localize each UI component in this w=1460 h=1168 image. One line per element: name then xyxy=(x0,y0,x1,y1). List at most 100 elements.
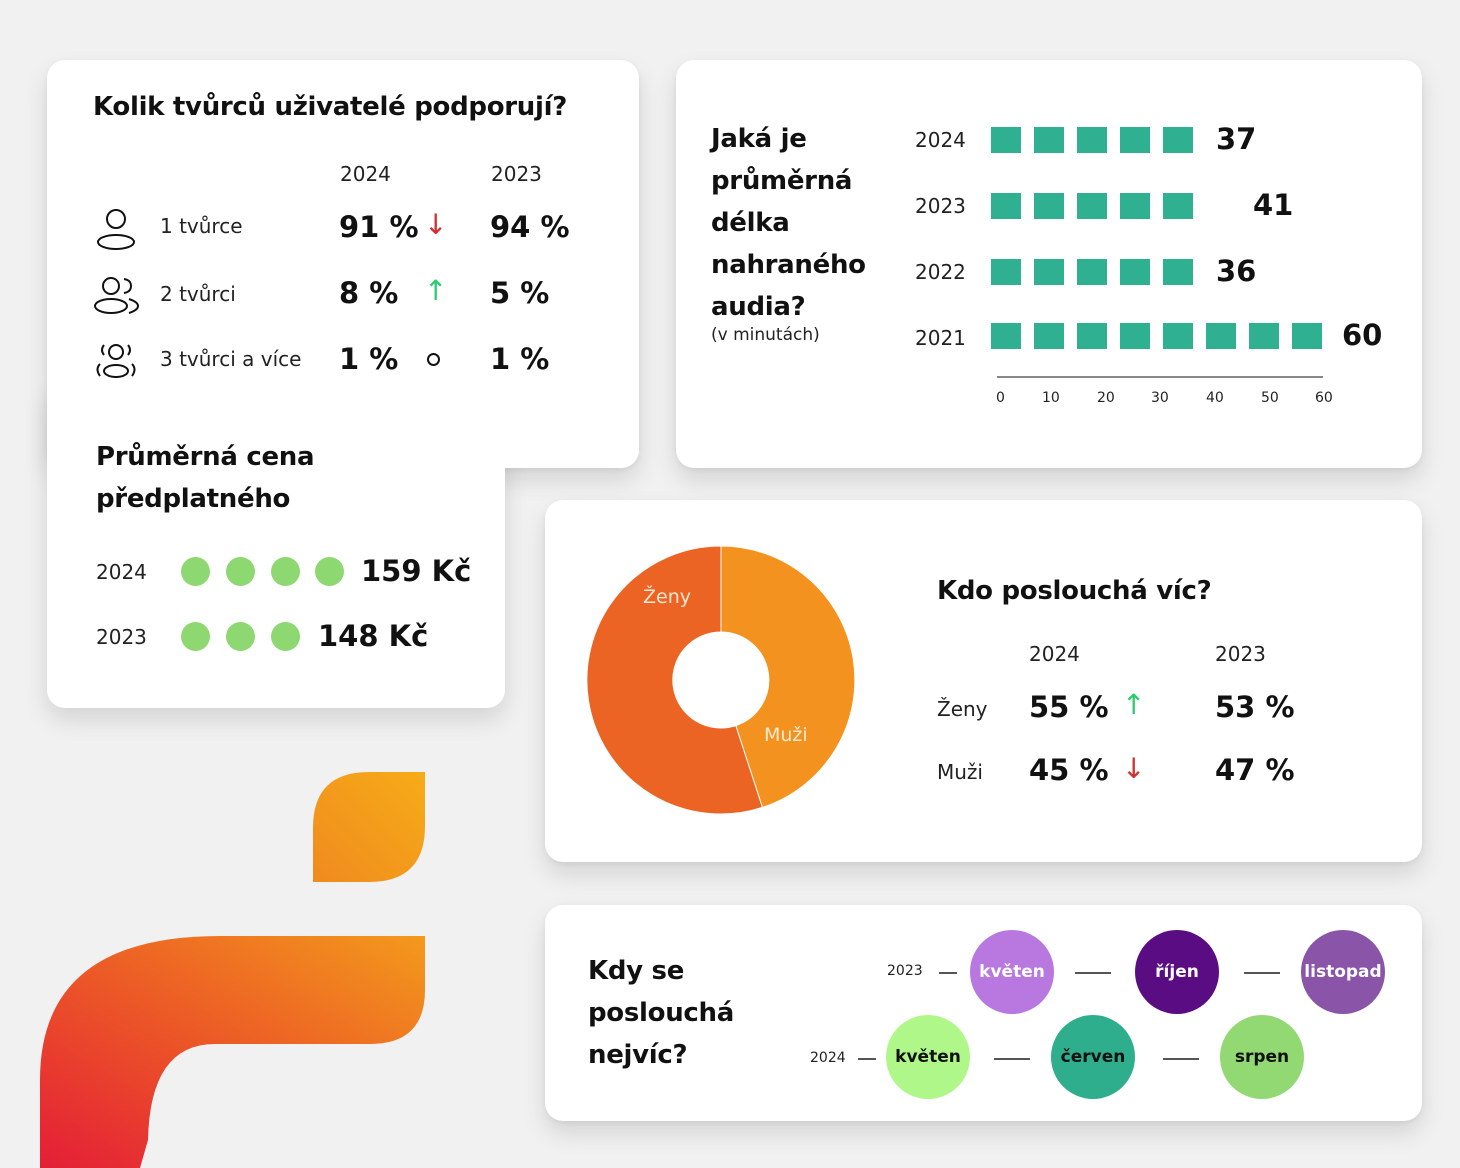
month-label: říjen xyxy=(1155,962,1199,982)
bar-unit-square xyxy=(1163,127,1193,153)
bar-value: 37 xyxy=(1216,122,1257,156)
group-icon xyxy=(96,344,136,378)
bar-value: 36 xyxy=(1216,254,1257,288)
bar-year: 2023 xyxy=(915,194,966,218)
price-dot xyxy=(181,557,210,586)
x-tick: 60 xyxy=(1315,390,1333,406)
value-2024: 1 % xyxy=(339,342,399,376)
bar-unit-square xyxy=(1034,323,1064,349)
bar-year: 2021 xyxy=(915,326,966,350)
connector-line xyxy=(1163,1058,1199,1060)
month-label: srpen xyxy=(1234,1047,1290,1067)
bar-unit-square xyxy=(1206,323,1236,349)
value-2023: 53 % xyxy=(1215,690,1295,724)
x-axis-ticks: 0 10 20 30 40 50 60 xyxy=(990,390,1335,410)
price-dot xyxy=(226,557,255,586)
price-value: 159 Kč xyxy=(361,554,472,588)
month-label: červen xyxy=(1060,1047,1126,1067)
bar-unit-square xyxy=(991,127,1021,153)
timeline-year-2024: 2024 xyxy=(810,1050,846,1066)
x-tick: 40 xyxy=(1206,390,1224,406)
x-tick: 10 xyxy=(1042,390,1060,406)
donut-label-women: Ženy xyxy=(643,586,691,608)
price-dot xyxy=(226,622,255,651)
row-label: 1 tvůrce xyxy=(160,214,243,238)
brand-logo-icon xyxy=(40,772,425,1168)
price-dot xyxy=(271,557,300,586)
bar-unit-square xyxy=(1120,193,1150,219)
col-header-2023: 2023 xyxy=(491,162,542,186)
month-bubble: červen xyxy=(1051,1015,1135,1099)
connector-line xyxy=(994,1058,1030,1060)
audio-length-title: Jaká je průměrná délka nahraného audia? xyxy=(711,118,866,328)
value-2024: 55 % xyxy=(1029,690,1109,724)
title-line: průměrná xyxy=(711,166,853,196)
creators-title: Kolik tvůrců uživatelé podporují? xyxy=(93,92,568,122)
connector-line xyxy=(1075,972,1111,974)
value-2024: 91 % xyxy=(339,210,419,244)
title-line: délka xyxy=(711,208,790,238)
price-dot xyxy=(315,557,344,586)
col-header-2024: 2024 xyxy=(1029,642,1080,666)
arrow-up-icon: ↑ xyxy=(424,274,448,307)
bar-unit-square xyxy=(1120,259,1150,285)
gender-title: Kdo poslouchá víc? xyxy=(937,576,1212,606)
gender-row-label: Muži xyxy=(937,760,983,784)
col-header-2024: 2024 xyxy=(340,162,391,186)
title-line: Jaká je xyxy=(711,124,807,154)
price-dot xyxy=(181,622,210,651)
donut-slice-men xyxy=(720,545,856,809)
arrow-down-icon: ↓ xyxy=(424,208,448,241)
bar-unit-square xyxy=(1077,193,1107,219)
title-line: poslouchá xyxy=(588,998,735,1028)
month-bubble: říjen xyxy=(1135,930,1219,1014)
month-label: květen xyxy=(979,962,1045,982)
price-title-line1: Průměrná cena xyxy=(96,442,315,472)
neutral-circle-icon xyxy=(427,353,440,366)
x-axis-line xyxy=(997,376,1323,378)
title-line: audia? xyxy=(711,292,806,322)
price-year: 2024 xyxy=(96,560,147,584)
bar-unit-square xyxy=(1163,193,1193,219)
connector-line xyxy=(1244,972,1280,974)
bar-unit-square xyxy=(1077,323,1107,349)
connector-line xyxy=(939,972,957,974)
x-tick: 20 xyxy=(1097,390,1115,406)
x-tick: 50 xyxy=(1261,390,1279,406)
x-tick: 30 xyxy=(1151,390,1169,406)
donut-label-men: Muži xyxy=(764,724,808,746)
bar-unit-square xyxy=(1034,127,1064,153)
peak-months-title: Kdy se poslouchá nejvíc? xyxy=(588,950,734,1076)
month-bubble: listopad xyxy=(1301,930,1385,1014)
bar-year: 2024 xyxy=(915,128,966,152)
single-person-icon xyxy=(97,209,135,250)
month-label: květen xyxy=(895,1047,961,1067)
month-bubble: květen xyxy=(886,1015,970,1099)
price-title: Průměrná cena předplatného xyxy=(96,436,315,520)
gender-donut-chart xyxy=(586,545,856,815)
price-value: 148 Kč xyxy=(318,619,429,653)
row-label: 2 tvůrci xyxy=(160,282,236,306)
bar-unit-square xyxy=(1077,259,1107,285)
bar-unit-square xyxy=(1120,127,1150,153)
bar-unit-square xyxy=(1249,323,1279,349)
arrow-up-icon: ↑ xyxy=(1122,688,1146,721)
gender-row-label: Ženy xyxy=(937,697,988,721)
month-bubble: květen xyxy=(970,930,1054,1014)
bar-unit-square xyxy=(1034,193,1064,219)
two-people-icon xyxy=(94,277,140,314)
month-bubble: srpen xyxy=(1220,1015,1304,1099)
timeline-year-2023: 2023 xyxy=(887,963,923,979)
bar-unit-square xyxy=(1292,323,1322,349)
arrow-down-icon: ↓ xyxy=(1122,752,1146,785)
month-label: listopad xyxy=(1304,962,1382,982)
value-2023: 5 % xyxy=(490,276,550,310)
value-2024: 45 % xyxy=(1029,753,1109,787)
price-title-line2: předplatného xyxy=(96,484,291,514)
title-line: nejvíc? xyxy=(588,1040,688,1070)
audio-length-subtitle: (v minutách) xyxy=(711,325,820,345)
bar-unit-square xyxy=(1163,259,1193,285)
bar-unit-square xyxy=(991,323,1021,349)
donut-slice-women xyxy=(586,545,764,815)
bar-unit-square xyxy=(991,259,1021,285)
